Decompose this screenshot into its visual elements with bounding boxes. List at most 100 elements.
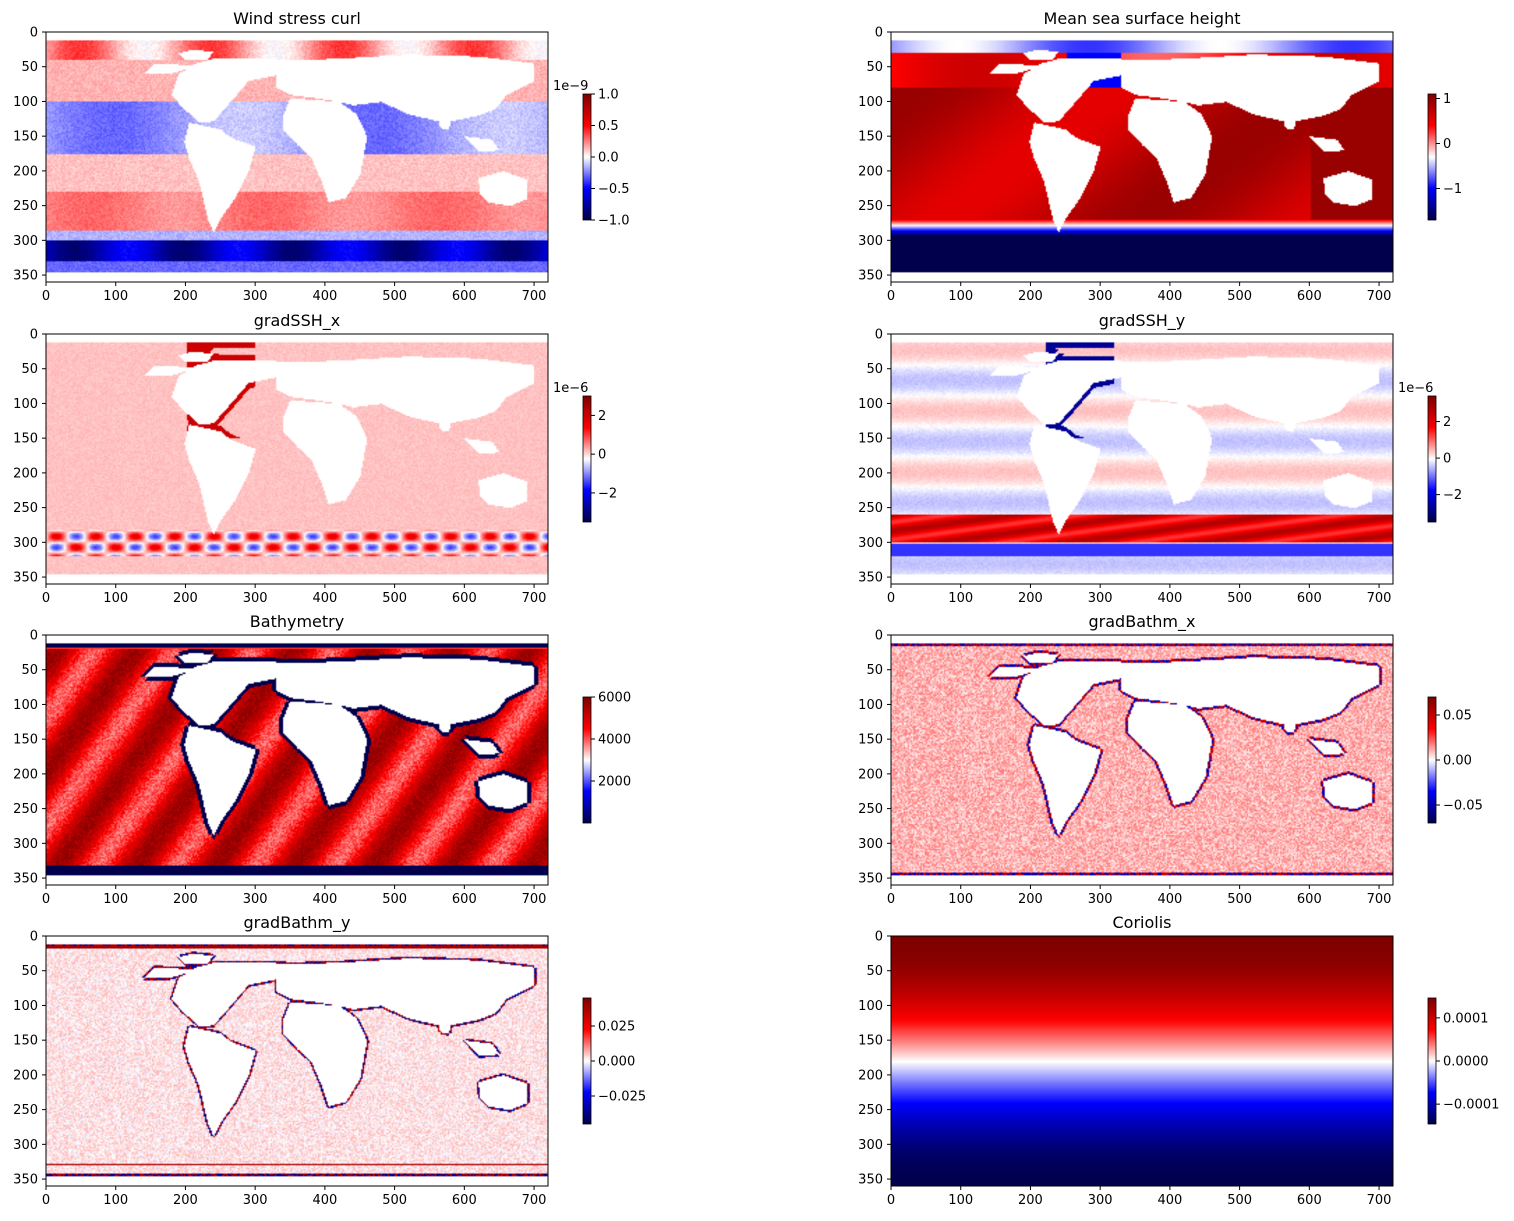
x-tick-label: 600 — [1297, 892, 1322, 907]
colorbar — [1428, 396, 1436, 522]
y-tick-label: 350 — [13, 872, 38, 887]
x-tick-label: 300 — [243, 591, 268, 606]
y-tick-label: 100 — [13, 698, 38, 713]
colorbar-tick-label: −1 — [1443, 182, 1462, 197]
colorbar-tick-label: 0.025 — [598, 1020, 635, 1035]
x-tick-label: 500 — [382, 1193, 407, 1208]
y-tick-label: 100 — [13, 95, 38, 110]
x-tick-label: 500 — [1227, 892, 1252, 907]
subplot-bathy: Bathymetry 0 100 200 300 400 500 600 700 0 50 100 15… — [13, 612, 631, 907]
x-tick-label: 300 — [243, 289, 268, 304]
y-tick-label: 250 — [858, 199, 883, 214]
colorbar-tick-label: 0 — [598, 448, 606, 463]
heatmap-image — [46, 635, 548, 885]
x-tick-label: 400 — [312, 289, 337, 304]
subplot-gradsshx: gradSSH_x 0 100 200 300 400 500 600 700 0 50 100 150… — [13, 311, 617, 606]
x-tick-label: 500 — [382, 591, 407, 606]
x-tick-label: 700 — [1367, 591, 1392, 606]
x-tick-label: 200 — [1018, 1193, 1043, 1208]
subplot-gradsshy: gradSSH_y 0 100 200 300 400 500 600 700 0 50 100 150… — [858, 311, 1462, 606]
heatmap-image — [46, 32, 548, 282]
axes-frame — [45, 634, 549, 886]
x-tick-label: 0 — [42, 1193, 50, 1208]
axes-frame — [890, 31, 1394, 283]
subplot-gbx: gradBathm_x 0 100 200 300 400 500 600 700 0 50 100 1… — [858, 612, 1483, 907]
y-tick-label: 150 — [858, 432, 883, 447]
x-tick-label: 400 — [1157, 892, 1182, 907]
x-tick-label: 500 — [1227, 1193, 1252, 1208]
y-tick-label: 0 — [875, 328, 883, 343]
colorbar — [583, 94, 591, 220]
subplot-title: Wind stress curl — [233, 9, 361, 28]
subplot-coriolis: Coriolis 0 100 200 300 400 500 600 700 0 50 100 150 2… — [858, 913, 1499, 1208]
y-tick-label: 300 — [13, 837, 38, 852]
x-tick-label: 100 — [948, 892, 973, 907]
axes-frame — [890, 333, 1394, 585]
colorbar-tick-label: 0.00 — [1443, 754, 1472, 769]
y-tick-label: 100 — [858, 397, 883, 412]
x-tick-label: 0 — [42, 289, 50, 304]
colorbar-frame — [582, 696, 592, 824]
axes-frame — [890, 634, 1394, 886]
colorbar — [583, 396, 591, 522]
x-tick-label: 600 — [452, 892, 477, 907]
x-tick-label: 700 — [1367, 892, 1392, 907]
x-tick-label: 200 — [1018, 892, 1043, 907]
y-tick-label: 200 — [13, 466, 38, 481]
colorbar-tick-label: −0.025 — [598, 1090, 646, 1105]
y-tick-label: 250 — [858, 1103, 883, 1118]
x-tick-label: 300 — [1088, 1193, 1113, 1208]
y-tick-label: 200 — [858, 767, 883, 782]
y-tick-label: 150 — [13, 733, 38, 748]
y-tick-label: 100 — [13, 999, 38, 1014]
y-tick-label: 350 — [13, 269, 38, 284]
y-tick-label: 350 — [858, 571, 883, 586]
y-tick-label: 50 — [866, 60, 883, 75]
colorbar-tick-label: 0 — [1443, 137, 1451, 152]
y-tick-label: 350 — [858, 269, 883, 284]
x-tick-label: 600 — [1297, 591, 1322, 606]
colorbar-exponent: 1e−6 — [1398, 381, 1433, 396]
colorbar-tick-label: 0.5 — [598, 119, 619, 134]
colorbar — [1428, 697, 1436, 823]
colorbar-exponent: 1e−9 — [553, 79, 588, 94]
colorbar-tick-label: 2000 — [598, 775, 631, 790]
x-tick-label: 700 — [522, 892, 547, 907]
y-tick-label: 250 — [858, 802, 883, 817]
x-tick-label: 300 — [243, 1193, 268, 1208]
y-tick-label: 300 — [858, 234, 883, 249]
y-tick-label: 250 — [13, 199, 38, 214]
x-tick-label: 100 — [103, 892, 128, 907]
x-tick-label: 600 — [452, 1193, 477, 1208]
y-tick-label: 300 — [13, 536, 38, 551]
x-tick-label: 600 — [1297, 1193, 1322, 1208]
x-tick-label: 0 — [42, 892, 50, 907]
y-tick-label: 150 — [858, 1034, 883, 1049]
heatmap-image — [46, 334, 548, 584]
colorbar-tick-label: 1 — [1443, 92, 1451, 107]
x-tick-label: 400 — [312, 1193, 337, 1208]
colorbar-tick-label: −0.5 — [598, 182, 630, 197]
x-tick-label: 100 — [948, 1193, 973, 1208]
x-tick-label: 100 — [103, 1193, 128, 1208]
subplot-title: gradSSH_x — [254, 311, 341, 331]
y-tick-label: 50 — [21, 362, 38, 377]
y-tick-label: 100 — [13, 397, 38, 412]
colorbar-tick-label: −0.0001 — [1443, 1098, 1499, 1113]
subplot-title: Bathymetry — [250, 612, 344, 631]
x-tick-label: 300 — [1088, 289, 1113, 304]
x-tick-label: 500 — [382, 289, 407, 304]
x-tick-label: 700 — [522, 1193, 547, 1208]
x-tick-label: 700 — [1367, 289, 1392, 304]
x-tick-label: 100 — [948, 289, 973, 304]
heatmap-image — [891, 936, 1393, 1186]
y-tick-label: 200 — [13, 767, 38, 782]
colorbar-exponent: 1e−6 — [553, 381, 588, 396]
y-tick-label: 50 — [866, 362, 883, 377]
y-tick-label: 0 — [875, 629, 883, 644]
y-tick-label: 0 — [30, 629, 38, 644]
y-tick-label: 250 — [858, 501, 883, 516]
y-tick-label: 250 — [13, 1103, 38, 1118]
x-tick-label: 500 — [1227, 289, 1252, 304]
